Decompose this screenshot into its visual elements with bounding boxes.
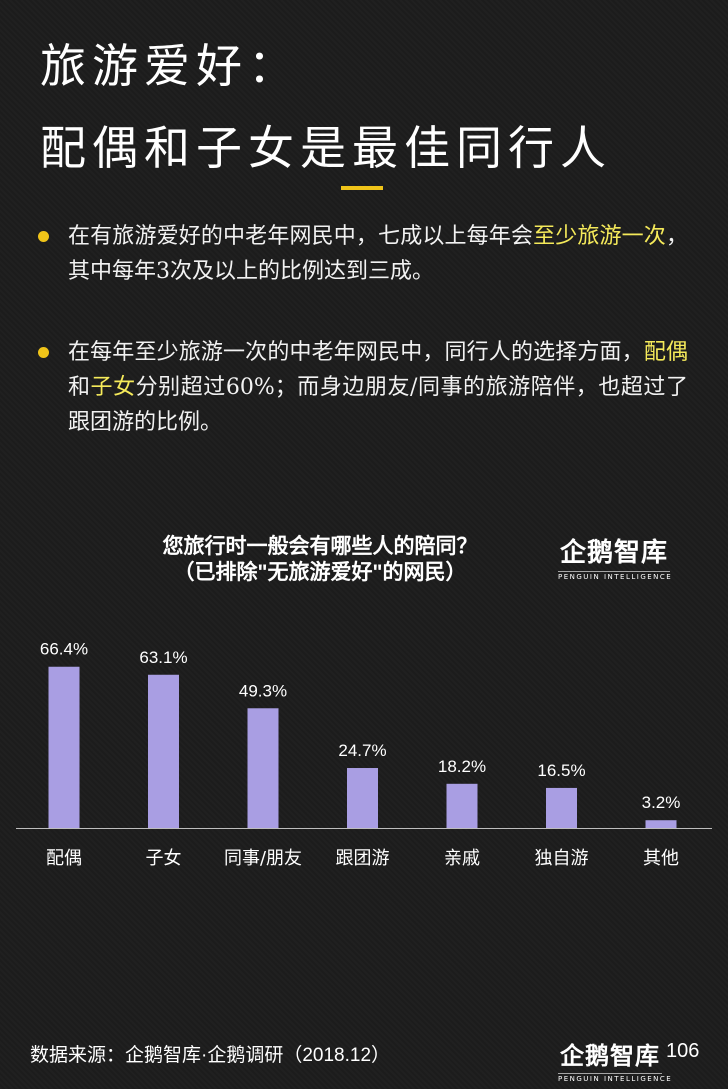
bullet-text-segment: ，其中每年3次及以上的比例达到三成。 (68, 224, 688, 284)
category-label-3: 同事/朋友 (224, 848, 302, 869)
chart-title: 您旅行时一般会有哪些人的陪同？ (162, 535, 478, 558)
bar-6 (546, 787, 577, 828)
data-label-6: 16.5% (537, 761, 585, 780)
category-label-7: 其他 (643, 848, 679, 869)
chart-subtitle: （已排除"无旅游爱好"的网民） (173, 561, 467, 584)
data-label-7: 3.2% (642, 793, 681, 812)
data-label-2: 63.1% (139, 648, 187, 667)
data-label-5: 18.2% (438, 757, 486, 776)
logo-wordmark: 企鹅智库 (559, 538, 668, 568)
category-label-2: 子女 (146, 848, 182, 869)
highlighted-phrase: 配偶 (643, 340, 688, 365)
highlighted-phrase: 子女 (90, 375, 136, 400)
bar-chart: 66.4% 配偶 63.1% 子女 49.3% 同事/朋友 24.7% 跟团游 18.2% 亲戚 1… (16, 640, 712, 869)
bar-4 (347, 768, 378, 828)
category-label-1: 配偶 (46, 848, 82, 869)
page-number: 106 (666, 1040, 700, 1062)
data-label-4: 24.7% (338, 741, 386, 760)
penguin-intelligence-logo: 企鹅智库 PENGUIN INTELLIGENCE (558, 532, 673, 581)
category-label-5: 亲戚 (444, 848, 480, 869)
footer-logo-wordmark: 企鹅智库 (560, 1042, 660, 1070)
bullet-text-segment: 和 (68, 375, 91, 400)
bullet-text-2: 在每年至少旅游一次的中老年网民中，同行人的选择方面，配偶和子女分别超过60%；而… (68, 340, 688, 435)
page-title-line-2: 配偶和子女是最佳同行人 (40, 121, 612, 175)
bar-2 (148, 674, 179, 828)
highlighted-phrase: 至少旅游一次 (533, 224, 666, 249)
data-label-1: 66.4% (40, 640, 88, 659)
bullet-point-1: 在有旅游爱好的中老年网民中，七成以上每年会至少旅游一次，其中每年3次及以上的比例… (38, 219, 688, 289)
bar-3 (247, 708, 279, 828)
bar-5 (446, 783, 478, 828)
bullet-dot-icon (38, 231, 49, 242)
bullet-text-segment: 分别超过60%；而身边朋友/同事的旅游陪伴，也超过了跟团游的比例。 (68, 375, 688, 435)
footer-logo-tagline: PENGUIN INTELLIGENCE (558, 1073, 673, 1083)
bar-7 (645, 820, 677, 828)
category-label-6: 独自游 (535, 848, 589, 869)
page-title-line-1: 旅游爱好： (40, 39, 300, 93)
bullet-dot-icon (38, 347, 49, 358)
bullet-text-segment: 在每年至少旅游一次的中老年网民中，同行人的选择方面， (68, 340, 644, 365)
bar-1 (48, 666, 80, 828)
bullet-text-1: 在有旅游爱好的中老年网民中，七成以上每年会至少旅游一次，其中每年3次及以上的比例… (68, 224, 688, 284)
data-source-note: 数据来源：企鹅智库·企鹅调研（2018.12） (30, 1045, 391, 1066)
logo-tagline: PENGUIN INTELLIGENCE (558, 571, 673, 581)
data-label-3: 49.3% (239, 681, 287, 700)
bullet-text-segment: 在有旅游爱好的中老年网民中，七成以上每年会 (68, 224, 534, 249)
bullet-point-2: 在每年至少旅游一次的中老年网民中，同行人的选择方面，配偶和子女分别超过60%；而… (38, 335, 688, 440)
category-label-4: 跟团游 (336, 848, 390, 869)
title-accent-bar (341, 186, 383, 190)
footer-logo: 企鹅智库 PENGUIN INTELLIGENCE (558, 1036, 673, 1083)
